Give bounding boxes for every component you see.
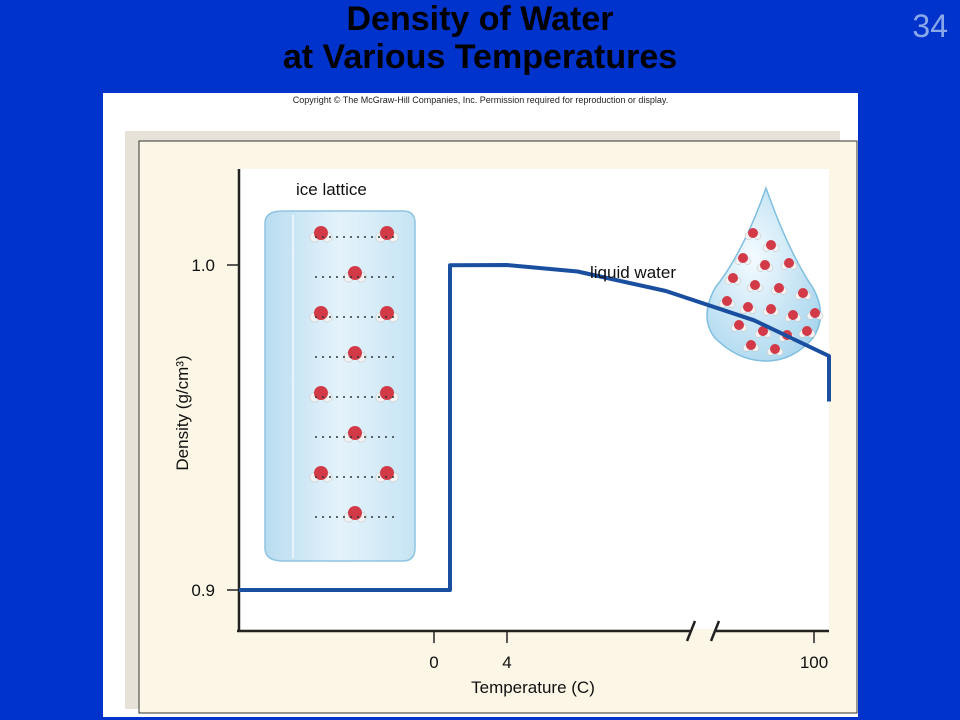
- annotation-ice-lattice: ice lattice: [296, 180, 367, 199]
- oxygen-atom: [810, 308, 820, 318]
- oxygen-atom: [722, 296, 732, 306]
- oxygen-atom: [728, 273, 738, 283]
- figure-panel: 1.0 0.9 0 4 100 Temperature (C) Density …: [103, 93, 858, 717]
- oxygen-atom: [760, 260, 770, 270]
- oxygen-atom: [314, 466, 328, 480]
- oxygen-atom: [380, 226, 394, 240]
- oxygen-atom: [750, 280, 760, 290]
- oxygen-atom: [770, 344, 780, 354]
- x-tick-label: 0: [429, 653, 438, 672]
- y-tick-label: 1.0: [191, 256, 215, 275]
- ice-molecules: [309, 226, 399, 523]
- copyright-notice: Copyright © The McGraw-Hill Companies, I…: [292, 95, 669, 105]
- oxygen-atom: [798, 288, 808, 298]
- drop-molecules: [718, 228, 824, 356]
- title-line-2: at Various Temperatures: [282, 38, 678, 76]
- page-number: 34: [912, 8, 948, 44]
- oxygen-atom: [743, 302, 753, 312]
- oxygen-atom: [774, 283, 784, 293]
- x-axis-title: Temperature (C): [471, 678, 595, 697]
- oxygen-atom: [746, 340, 756, 350]
- liquid-water-drop: [706, 185, 824, 362]
- x-tick-label: 4: [502, 653, 511, 672]
- oxygen-atom: [348, 506, 362, 520]
- oxygen-atom: [802, 326, 812, 336]
- slide-title: Density of Water at Various Temperatures: [0, 0, 960, 76]
- oxygen-atom: [348, 346, 362, 360]
- oxygen-atom: [758, 326, 768, 336]
- oxygen-atom: [348, 266, 362, 280]
- density-curve: [239, 263, 831, 592]
- oxygen-atom: [314, 386, 328, 400]
- oxygen-atom: [314, 306, 328, 320]
- oxygen-atom: [348, 426, 362, 440]
- oxygen-atom: [380, 306, 394, 320]
- annotation-liquid-water: liquid water: [590, 263, 676, 282]
- title-line-1: Density of Water: [346, 0, 614, 38]
- oxygen-atom: [380, 386, 394, 400]
- oxygen-atom: [314, 226, 328, 240]
- chart-svg: 1.0 0.9 0 4 100 Temperature (C) Density …: [125, 131, 858, 714]
- oxygen-atom: [738, 253, 748, 263]
- y-axis-title: Density (g/cm³): [173, 355, 192, 470]
- oxygen-atom: [784, 258, 794, 268]
- ice-lattice-illustration: [264, 210, 416, 562]
- oxygen-atom: [380, 466, 394, 480]
- axis-break-marks: [685, 620, 721, 642]
- oxygen-atom: [734, 320, 744, 330]
- oxygen-atom: [766, 304, 776, 314]
- oxygen-atom: [788, 310, 798, 320]
- oxygen-atom: [748, 228, 758, 238]
- y-tick-label: 0.9: [191, 581, 215, 600]
- x-tick-label: 100: [800, 653, 828, 672]
- oxygen-atom: [766, 240, 776, 250]
